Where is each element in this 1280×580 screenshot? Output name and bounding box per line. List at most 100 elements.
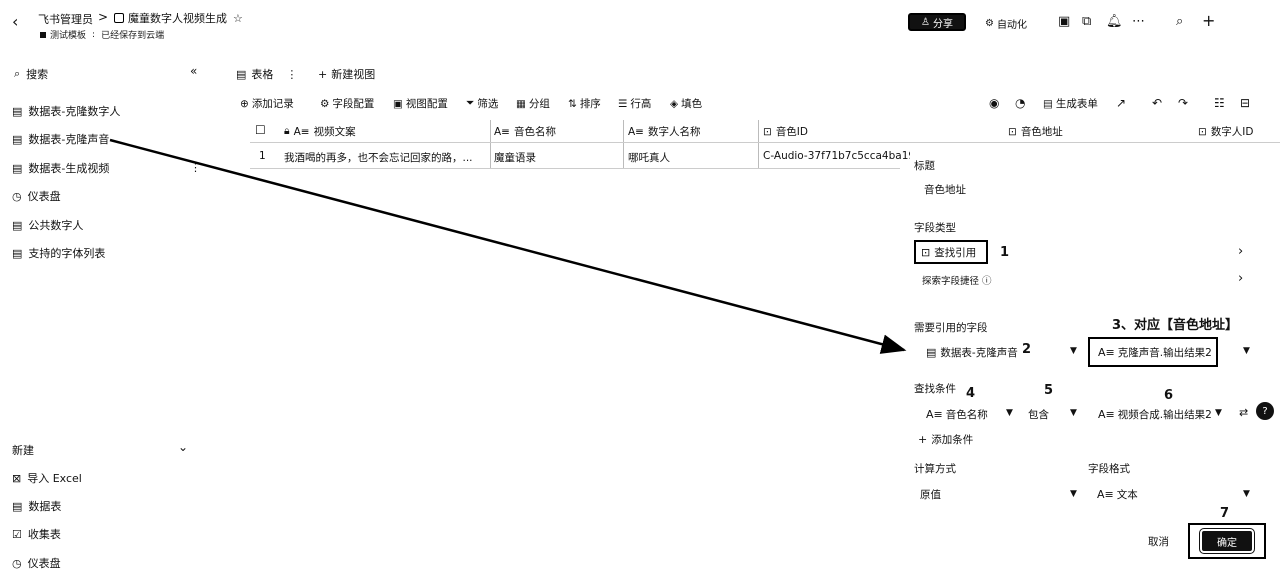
table-icon: ▤ <box>12 218 23 232</box>
field-type-select[interactable]: ⊡ 查找引用 <box>914 240 988 264</box>
chevron-down-icon[interactable]: ⌄ <box>178 440 189 454</box>
new-view-button[interactable]: + 新建视图 <box>318 67 376 82</box>
row-index: 1 <box>259 150 266 162</box>
condition-field-select[interactable]: A≡ 音色名称 <box>926 408 988 421</box>
robot-icon: ⚙ <box>985 18 994 29</box>
ref-field-select[interactable]: A≡ 克隆声音.输出结果2 <box>1088 337 1218 367</box>
share-icon[interactable]: ↗ <box>1116 96 1127 110</box>
swap-icon[interactable]: ⇄ <box>1239 406 1249 419</box>
help-icon[interactable]: ? <box>1256 402 1274 420</box>
lookup-icon: ⊡ <box>921 245 931 259</box>
add-record-button[interactable]: ⊕ 添加记录 <box>240 97 294 111</box>
col-header-voice-id[interactable]: ⊡ 音色ID <box>763 125 808 139</box>
chevron-right-icon[interactable]: › <box>1238 244 1244 259</box>
search-list-icon[interactable]: ☷ <box>1214 96 1225 110</box>
share-button[interactable]: ♙ 分享 <box>908 13 966 31</box>
collapse-icon[interactable]: « <box>190 64 198 78</box>
chevron-down-icon[interactable]: ▼ <box>1070 489 1077 499</box>
save-status: 已经保存到云端 <box>101 31 165 41</box>
generate-form-button[interactable]: ▤ 生成表单 <box>1043 97 1098 111</box>
breadcrumb-app[interactable]: 飞书管理员 <box>38 13 93 26</box>
chevron-down-icon[interactable]: ▼ <box>1070 346 1077 356</box>
view-config-button[interactable]: ▣ 视图配置 <box>393 97 448 111</box>
text-field-icon: A≡ <box>1097 488 1114 501</box>
chevron-down-icon[interactable]: ▼ <box>1243 346 1250 356</box>
settings-circle-icon[interactable]: ◉ <box>989 96 1000 110</box>
new-section-header[interactable]: 新建 <box>12 444 34 457</box>
cell-script[interactable]: 我酒喝的再多，也不会忘记回家的路，... <box>284 152 473 164</box>
sidebar-item-generate-video[interactable]: ▤ 数据表-生成视频 <box>12 161 110 176</box>
view-more-icon[interactable]: ⋮ <box>286 67 298 81</box>
title-input[interactable]: 音色地址 <box>924 184 966 196</box>
condition-operator-select[interactable]: 包含 <box>1028 409 1049 421</box>
redo-icon[interactable]: ↷ <box>1178 96 1189 110</box>
breadcrumb-separator: > <box>98 10 109 24</box>
new-form[interactable]: ☑ 收集表 <box>12 527 61 542</box>
cell-voice-id[interactable]: C-Audio-37f71b7c5cca4ba1992 <box>763 150 910 162</box>
lock-icon: 🔒︎ <box>284 125 290 137</box>
back-icon[interactable]: ‹ <box>12 12 19 31</box>
col-header-voice-url[interactable]: ⊡ 音色地址 <box>1008 125 1063 139</box>
copy-icon[interactable]: ⧉ <box>1082 14 1092 29</box>
more-icon[interactable]: ⋯ <box>1132 14 1145 29</box>
calc-select[interactable]: 原值 <box>920 489 941 501</box>
group-button[interactable]: ▦ 分组 <box>516 97 550 111</box>
table-icon: ▤ <box>12 246 23 260</box>
search-icon[interactable]: ⌕ <box>1176 14 1184 29</box>
condition-value-select[interactable]: A≡ 视频合成.输出结果2 <box>1098 408 1212 421</box>
add-condition-button[interactable]: + 添加条件 <box>918 433 974 446</box>
table-icon: ▤ <box>12 132 23 146</box>
col-header-voice-name[interactable]: A≡ 音色名称 <box>494 125 556 139</box>
new-dashboard[interactable]: ◷ 仪表盘 <box>12 556 61 571</box>
breadcrumb-doc[interactable]: 魔童数字人视频生成 ☆ <box>114 10 243 26</box>
doc-title: 魔童数字人视频生成 <box>128 12 227 25</box>
undo-icon[interactable]: ↶ <box>1152 96 1163 110</box>
row-height-button[interactable]: ☰ 行高 <box>618 97 652 111</box>
automation-button[interactable]: ⚙ 自动化 <box>985 18 1027 31</box>
sort-button[interactable]: ⇅ 排序 <box>568 97 601 111</box>
cancel-button[interactable]: 取消 <box>1148 536 1169 548</box>
explore-shortcut-link[interactable]: 探索字段捷径 ⓘ <box>922 273 992 287</box>
field-config-button[interactable]: ⚙ 字段配置 <box>320 97 375 111</box>
cell-voice-name[interactable]: 魔童语录 <box>494 152 536 164</box>
form-icon: ☑ <box>12 527 22 541</box>
sidebar-item-fonts[interactable]: ▤ 支持的字体列表 <box>12 246 106 261</box>
fill-color-button[interactable]: ◈ 填色 <box>670 97 703 111</box>
select-all-checkbox[interactable]: ☐ <box>255 123 266 137</box>
chevron-down-icon[interactable]: ▼ <box>1070 408 1077 418</box>
plus-icon[interactable]: + <box>1202 11 1216 30</box>
chevron-down-icon[interactable]: ▼ <box>1243 489 1250 499</box>
new-import-excel[interactable]: ⊠ 导入 Excel <box>12 471 82 486</box>
filter-button[interactable]: ⏷ 筛选 <box>466 97 499 110</box>
chevron-right-icon[interactable]: › <box>1238 271 1244 286</box>
annotation-4: 4 <box>966 386 976 401</box>
template-icon[interactable]: ▣ <box>1058 14 1071 29</box>
condition-label: 查找条件 <box>914 383 956 395</box>
format-select[interactable]: A≡ 文本 <box>1097 488 1138 501</box>
chevron-down-icon[interactable]: ▼ <box>1215 408 1222 418</box>
cell-avatar-name[interactable]: 哪吒真人 <box>628 152 670 164</box>
calc-label: 计算方式 <box>914 463 956 475</box>
star-icon[interactable]: ☆ <box>233 11 243 25</box>
sidebar-item-clone-avatar[interactable]: ▤ 数据表-克隆数字人 <box>12 104 121 119</box>
text-field-icon: A≡ <box>1098 408 1115 421</box>
col-header-script[interactable]: 🔒︎ A≡ 视频文案 <box>284 125 356 138</box>
panel-icon[interactable]: ⊟ <box>1240 96 1251 110</box>
sidebar-item-clone-voice[interactable]: ▤ 数据表-克隆声音 <box>12 132 110 147</box>
history-icon[interactable]: ◔ <box>1015 96 1026 110</box>
table-icon: ▤ <box>236 67 247 81</box>
new-datatable[interactable]: ▤ 数据表 <box>12 499 62 514</box>
sidebar-search[interactable]: ⌕ 搜索 <box>14 67 49 81</box>
confirm-button[interactable]: 确定 <box>1199 528 1255 554</box>
sidebar-more-icon[interactable]: ⋮ <box>190 161 201 174</box>
col-header-avatar-id[interactable]: ⊡ 数字人ID <box>1198 125 1254 139</box>
ref-table-select[interactable]: ▤ 数据表-克隆声音 <box>926 346 1018 359</box>
col-header-avatar-name[interactable]: A≡ 数字人名称 <box>628 125 701 139</box>
sidebar-item-public-avatar[interactable]: ▤ 公共数字人 <box>12 218 84 233</box>
annotation-3: 3、对应【音色地址】 <box>1112 318 1239 333</box>
tab-table-view[interactable]: ▤ 表格 ⋮ <box>236 67 298 82</box>
chevron-down-icon[interactable]: ▼ <box>1006 408 1013 418</box>
sidebar-item-dashboard[interactable]: ◷ 仪表盘 <box>12 189 61 204</box>
bell-icon[interactable]: 🔔︎ <box>1106 14 1123 29</box>
